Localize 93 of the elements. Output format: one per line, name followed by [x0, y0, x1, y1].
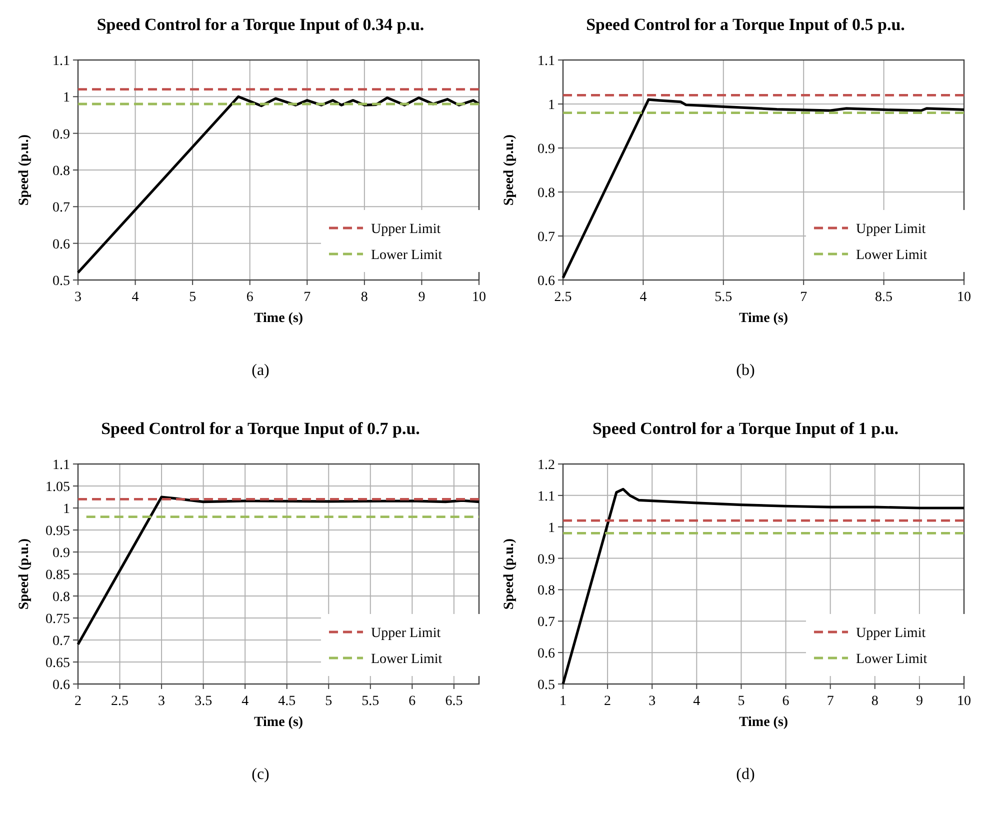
x-tick-label: 5.5 [362, 694, 380, 709]
x-tick-label: 8 [360, 290, 368, 305]
chart-title: Speed Control for a Torque Input of 0.5 p.u. [586, 15, 905, 34]
text: (b) [736, 362, 755, 379]
x-axis-title: Time (s) [738, 311, 788, 326]
y-axis-title: Speed (p.u.) [502, 134, 517, 206]
x-tick-label: 4.5 [278, 694, 296, 709]
y-tick-label: 0.65 [46, 656, 70, 671]
x-tick-label: 4 [132, 290, 139, 305]
x-axis-title: Time (s) [254, 715, 304, 730]
y-tick-label: 0.6 [52, 237, 70, 252]
y-axis-title: Speed (p.u.) [17, 538, 32, 610]
x-tick-label: 5 [738, 694, 745, 709]
x-tick-label: 3.5 [194, 694, 212, 709]
text: (c) [252, 766, 270, 783]
x-tick-label: 9 [418, 290, 426, 305]
legend-label: Upper Limit [371, 626, 441, 641]
x-tick-label: 3 [158, 694, 166, 709]
y-tick-label: 0.7 [538, 615, 555, 630]
y-tick-label: 0.7 [538, 230, 555, 245]
y-tick-label: 0.8 [52, 590, 70, 605]
line-series [562, 488, 966, 686]
x-axis-title: Time (s) [254, 311, 304, 326]
legend-label: Upper Limit [856, 222, 926, 237]
y-tick-label: 0.7 [52, 634, 70, 649]
y-tick-label: 0.5 [52, 274, 70, 289]
x-tick-label: 2 [74, 694, 82, 709]
x-tick-label: 7 [800, 290, 808, 305]
x-tick-label: 7 [826, 694, 834, 709]
y-tick-label: 0.9 [52, 546, 70, 561]
y-tick-label: 1.05 [46, 480, 70, 495]
y-tick-label: 1.1 [52, 458, 70, 473]
line-series [76, 496, 480, 646]
y-tick-label: 1.1 [538, 54, 555, 69]
x-tick-label: 5 [325, 694, 332, 709]
chart-title: Speed Control for a Torque Input of 0.7 p.u. [101, 419, 420, 438]
text: (a) [252, 362, 270, 379]
y-tick-label: 0.6 [538, 646, 555, 662]
y-tick-label: 1.1 [538, 489, 555, 504]
x-tick-label: 5.5 [714, 290, 732, 305]
chart-title: Speed Control for a Torque Input of 1 p.u. [592, 419, 899, 438]
x-tick-label: 6 [408, 694, 416, 709]
x-tick-label: 10 [472, 290, 486, 305]
chart-title: Speed Control for a Torque Input of 0.34 p.u. [96, 15, 424, 34]
y-tick-label: 1.2 [538, 458, 555, 473]
x-tick-label: 10 [957, 694, 971, 709]
legend-label: Lower Limit [856, 248, 928, 263]
x-tick-label: 6 [782, 694, 790, 709]
y-tick-label: 0.9 [538, 142, 555, 157]
x-tick-label: 4 [640, 290, 647, 305]
line-series [562, 98, 966, 280]
y-tick-label: 0.5 [538, 678, 555, 693]
y-tick-label: 0.6 [538, 274, 555, 289]
y-tick-label: 0.9 [538, 552, 555, 568]
y-tick-label: 0.8 [52, 164, 70, 179]
x-tick-label: 2.5 [554, 290, 572, 305]
x-tick-label: 9 [916, 694, 923, 709]
y-tick-label: 0.7 [52, 200, 70, 216]
y-tick-label: 0.8 [538, 584, 555, 599]
x-tick-label: 6 [246, 290, 254, 305]
legend-label: Upper Limit [856, 626, 926, 641]
legend-label: Lower Limit [856, 652, 928, 667]
text: (d) [736, 766, 755, 783]
x-tick-label: 3 [648, 694, 656, 709]
y-tick-label: 1 [63, 502, 70, 517]
y-tick-label: 1 [548, 98, 555, 113]
x-axis-title: Time (s) [738, 715, 788, 730]
x-tick-label: 10 [957, 290, 971, 305]
y-tick-label: 0.6 [52, 678, 70, 693]
x-tick-label: 6.5 [445, 694, 463, 709]
legend-label: Upper Limit [371, 222, 441, 237]
y-tick-label: 1.1 [52, 54, 70, 69]
x-tick-label: 4 [693, 694, 700, 709]
x-tick-label: 2 [604, 694, 612, 709]
x-tick-label: 7 [304, 290, 311, 305]
legend-label: Lower Limit [371, 652, 442, 667]
y-tick-label: 1 [548, 520, 555, 536]
y-tick-label: 0.85 [46, 568, 70, 583]
y-tick-label: 1 [63, 90, 70, 106]
y-tick-label: 0.9 [52, 127, 70, 142]
x-tick-label: 1 [560, 694, 566, 709]
x-tick-label: 8 [871, 694, 878, 709]
legend-label: Lower Limit [371, 248, 442, 263]
y-tick-label: 0.95 [46, 524, 70, 539]
x-tick-label: 4 [242, 694, 249, 709]
y-axis-title: Speed (p.u.) [502, 538, 517, 610]
x-tick-label: 3 [74, 290, 82, 305]
x-tick-label: 8.5 [875, 290, 893, 305]
y-axis-title: Speed (p.u.) [17, 134, 32, 206]
y-tick-label: 0.8 [538, 186, 555, 201]
x-tick-label: 2.5 [111, 694, 129, 709]
x-tick-label: 5 [189, 290, 196, 305]
y-tick-label: 0.75 [46, 612, 70, 627]
